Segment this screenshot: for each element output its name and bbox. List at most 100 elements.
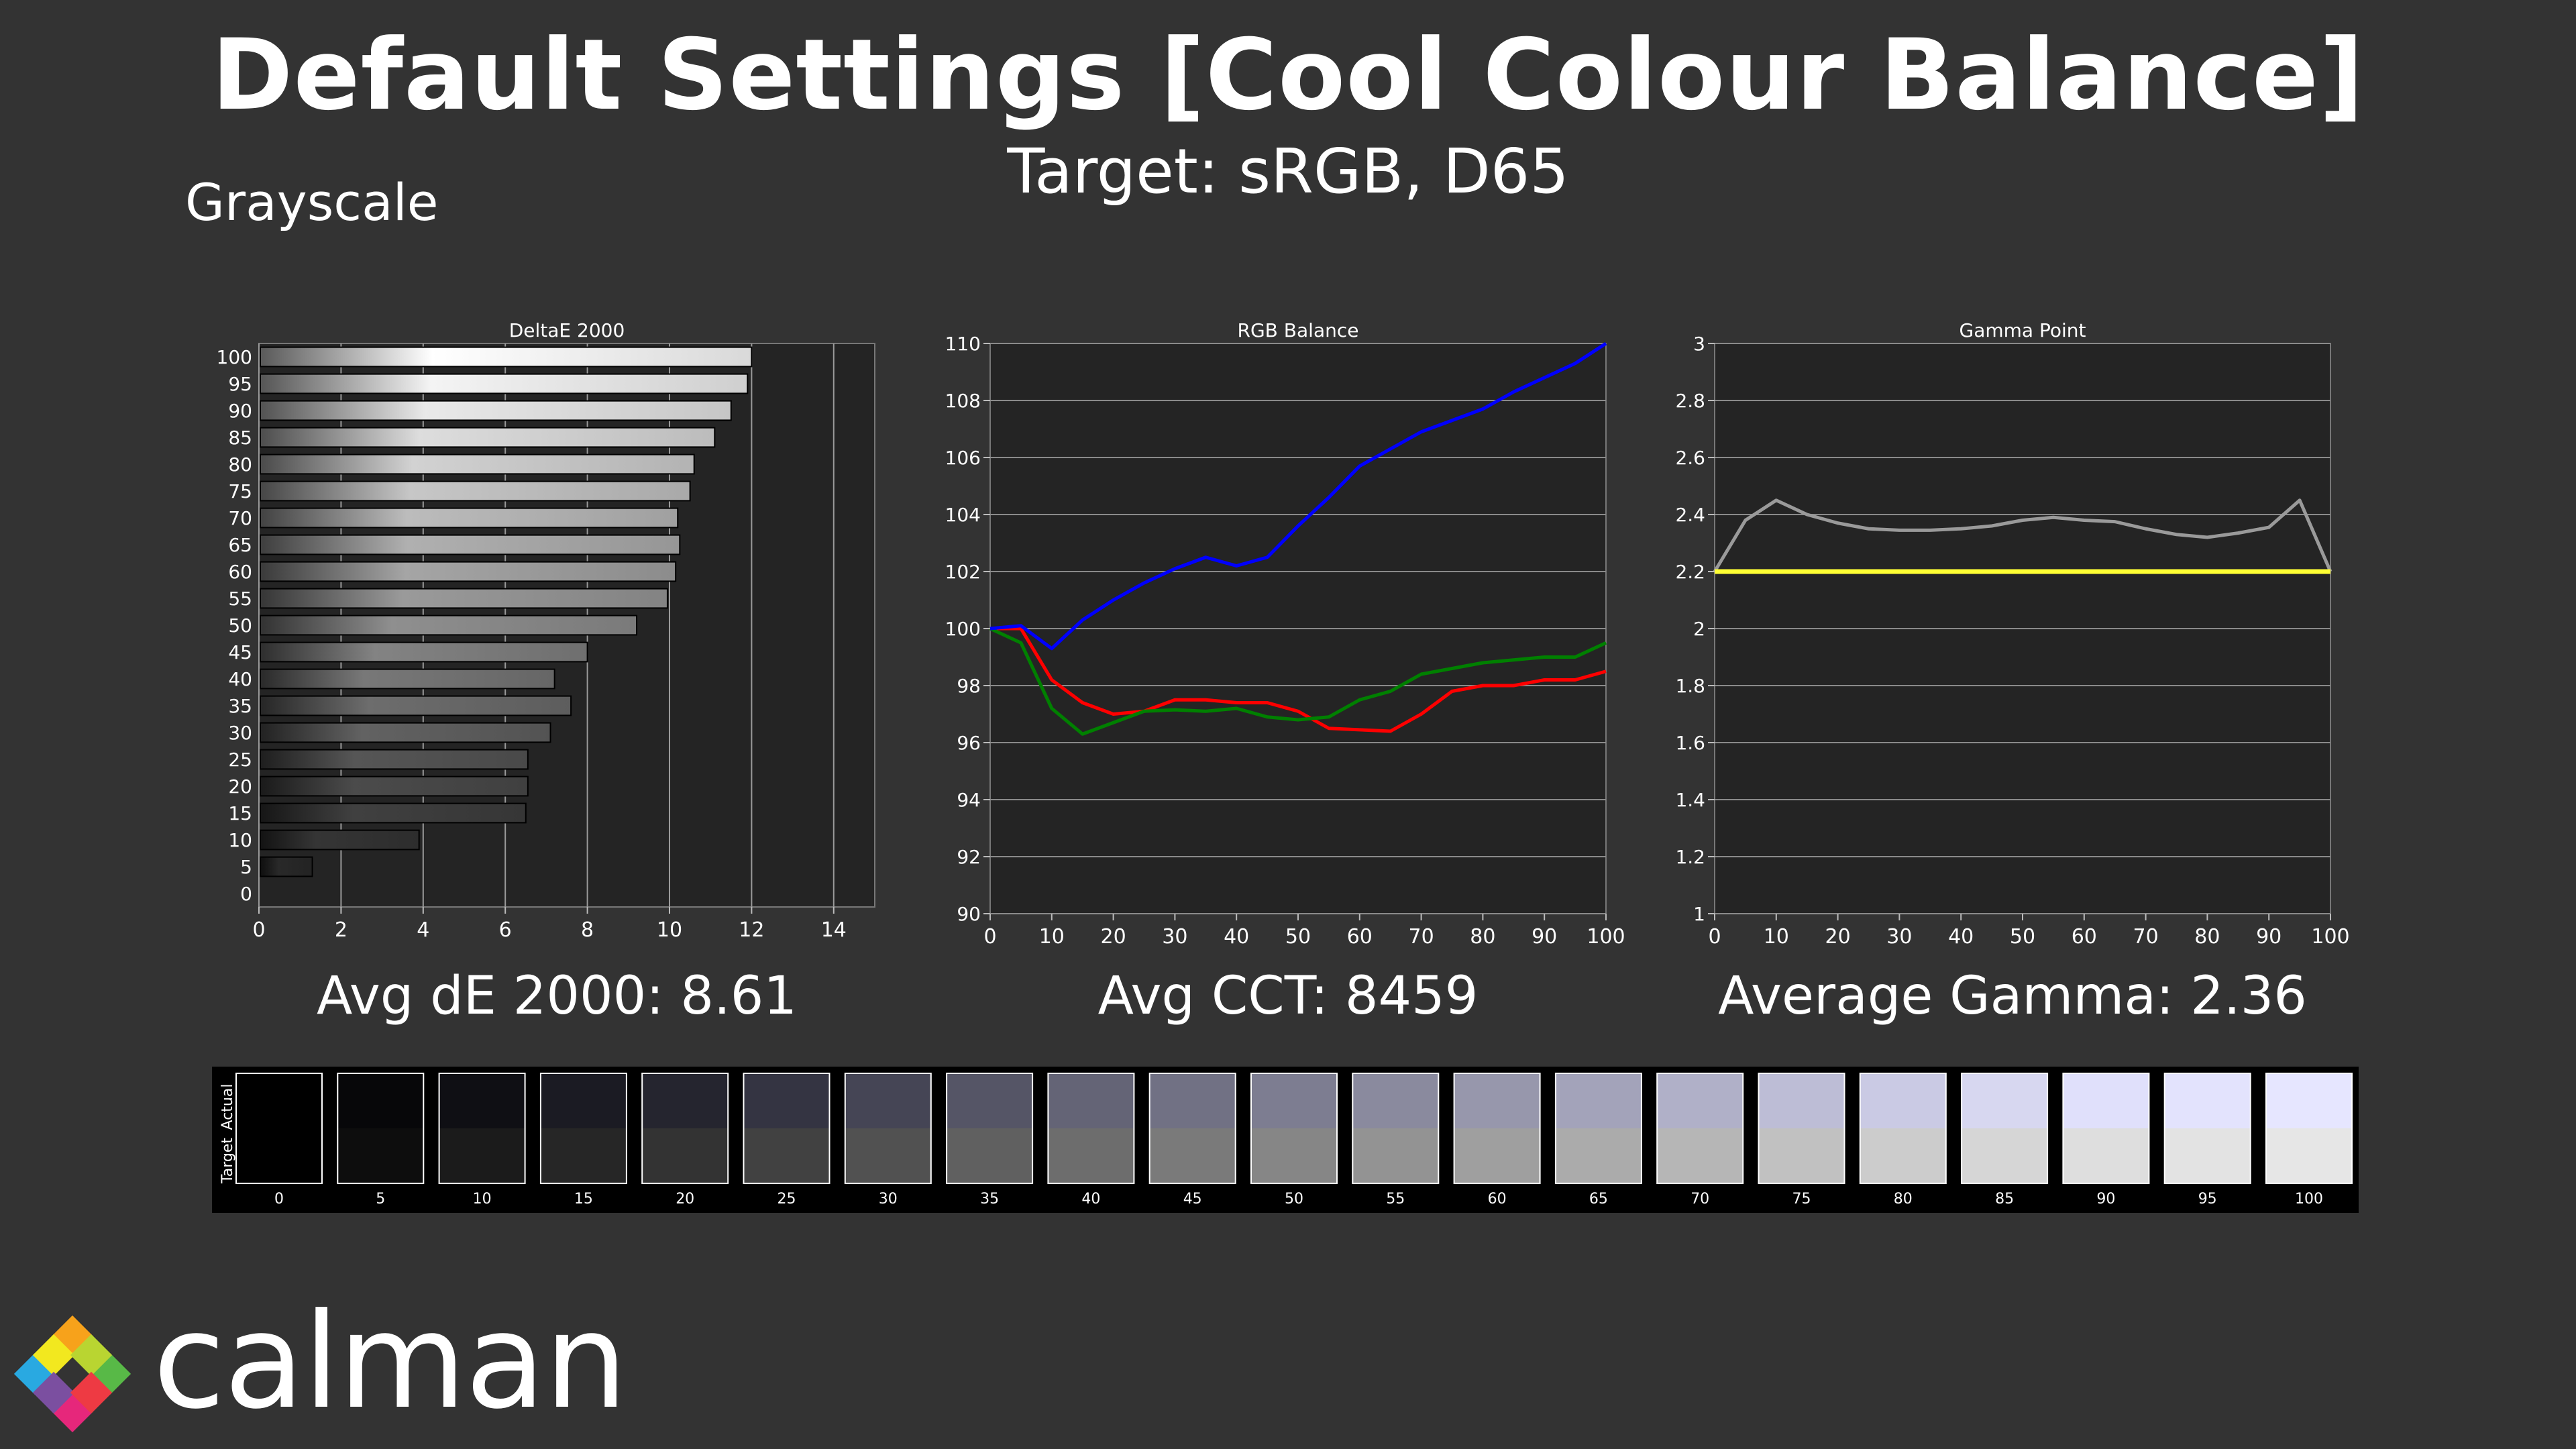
x-tick-label: 10	[1764, 925, 1789, 949]
x-tick-label: 12	[739, 918, 764, 942]
y-tick-label: 1.2	[1675, 846, 1705, 868]
swatch-target-15	[540, 1128, 627, 1183]
deltae-bar-40	[260, 668, 555, 690]
x-tick-label: 0	[1708, 925, 1721, 949]
swatch-level-label: 70	[1690, 1191, 1709, 1208]
y-tick-label: 1.6	[1675, 732, 1705, 754]
series-line-1	[989, 627, 1607, 736]
swatch-target-40	[1048, 1128, 1134, 1183]
swatch-strip: Actual Target 0 5 10 15 20 25 30 35 40 45 50 55 60 65 70…	[212, 1067, 2359, 1213]
page-subtitle: Target: sRGB, D65	[1007, 136, 1569, 207]
swatch-actual-35	[947, 1073, 1033, 1128]
swatch-level-label: 75	[1792, 1191, 1811, 1208]
y-tick-label: 100	[945, 618, 981, 640]
swatch-level-label: 40	[1081, 1191, 1100, 1208]
swatch-border	[1453, 1073, 1541, 1184]
x-tick-label: 40	[1224, 925, 1249, 949]
swatch-actual-60	[1454, 1073, 1540, 1128]
swatch-actual-40	[1048, 1073, 1134, 1128]
swatch-level-label: 100	[2295, 1191, 2323, 1208]
swatch-target-35	[947, 1128, 1033, 1183]
y-tick-label: 108	[945, 390, 981, 412]
swatch-strip-svg: Actual Target 0 5 10 15 20 25 30 35 40 45 50 55 60 65 70…	[219, 1073, 2353, 1208]
x-tick-label: 6	[499, 918, 512, 942]
rgb-balance-chart: RGB Balance 90 92 94 96 98 100 102 104 106 108 110 0…	[926, 315, 1625, 959]
swatch-actual-30	[845, 1073, 931, 1128]
x-tick-label: 0	[252, 918, 265, 942]
avg-gamma-readout: Average Gamma: 2.36	[1718, 966, 2307, 1026]
deltae-bar-15	[260, 802, 527, 824]
x-tick-label: 60	[2072, 925, 2097, 949]
deltae-bar-35	[260, 695, 572, 716]
x-tick-label: 8	[581, 918, 594, 942]
swatch-border	[1250, 1073, 1338, 1184]
deltae-bar-20	[260, 775, 529, 797]
swatch-border	[1859, 1073, 1947, 1184]
y-tick-label: 20	[228, 775, 252, 798]
swatch-actual-90	[2063, 1073, 2149, 1128]
y-tick-label: 0	[240, 883, 252, 905]
swatch-target-10	[439, 1128, 525, 1183]
gamma-chart: Gamma Point 1 1.2 1.4 1.6 1.8 2 2.2 2.4 2.6 2.8 3 0 1…	[1650, 315, 2349, 959]
swatch-actual-0	[236, 1073, 322, 1128]
y-tick-label: 2.8	[1675, 390, 1705, 412]
deltae-bar-90	[260, 400, 732, 421]
swatch-actual-25	[743, 1073, 830, 1128]
swatch-actual-65	[1555, 1073, 1642, 1128]
y-tick-label: 2.4	[1675, 504, 1705, 526]
swatch-actual-45	[1149, 1073, 1236, 1128]
y-tick-label: 55	[228, 588, 252, 610]
x-tick-label: 20	[1101, 925, 1126, 949]
x-tick-label: 80	[2194, 925, 2220, 949]
y-tick-label: 70	[228, 507, 252, 529]
avg-de-readout: Avg dE 2000: 8.61	[316, 966, 798, 1026]
deltae-bar-80	[260, 453, 695, 475]
swatch-border	[2163, 1073, 2251, 1184]
swatch-target-70	[1657, 1128, 1743, 1183]
swatch-actual-15	[540, 1073, 627, 1128]
x-tick-label: 60	[1347, 925, 1373, 949]
swatch-actual-85	[1962, 1073, 2048, 1128]
swatch-target-85	[1962, 1128, 2048, 1183]
swatch-border	[1047, 1073, 1135, 1184]
swatch-level-label: 5	[376, 1191, 385, 1208]
x-tick-label: 80	[1470, 925, 1495, 949]
swatch-actual-95	[2164, 1073, 2251, 1128]
swatch-level-label: 55	[1386, 1191, 1405, 1208]
deltae-bar-45	[260, 641, 588, 663]
y-tick-label: 92	[957, 846, 981, 868]
swatch-level-label: 30	[879, 1191, 898, 1208]
swatch-actual-50	[1251, 1073, 1337, 1128]
deltae-bar-65	[260, 534, 681, 555]
y-tick-label: 1.8	[1675, 675, 1705, 697]
y-tick-label: 2.2	[1675, 561, 1705, 583]
swatch-target-25	[743, 1128, 830, 1183]
swatch-actual-70	[1657, 1073, 1743, 1128]
swatch-actual-80	[1860, 1073, 1946, 1128]
swatch-level-label: 80	[1894, 1191, 1913, 1208]
y-tick-label: 45	[228, 641, 252, 663]
x-tick-label: 50	[1285, 925, 1311, 949]
rgb-balance-chart-svg: RGB Balance 90 92 94 96 98 100 102 104 106 108 110 0…	[945, 319, 1625, 949]
swatch-border	[438, 1073, 526, 1184]
deltae-bar-55	[260, 588, 668, 609]
swatch-target-45	[1149, 1128, 1236, 1183]
swatch-border	[337, 1073, 425, 1184]
swatch-target-55	[1352, 1128, 1439, 1183]
swatch-border	[2265, 1073, 2353, 1184]
swatch-actual-75	[1758, 1073, 1845, 1128]
deltae-bar-75	[260, 480, 691, 502]
y-tick-label: 65	[228, 534, 252, 556]
x-tick-label: 20	[1825, 925, 1851, 949]
deltae-bar-85	[260, 427, 716, 448]
y-tick-label: 75	[228, 480, 252, 502]
y-tick-label: 10	[228, 829, 252, 851]
swatch-border	[1352, 1073, 1440, 1184]
swatch-level-label: 65	[1589, 1191, 1608, 1208]
y-tick-label: 50	[228, 614, 252, 637]
deltae-bar-5	[260, 856, 313, 877]
y-tick-label: 85	[228, 427, 252, 449]
swatch-target-75	[1758, 1128, 1845, 1183]
y-tick-label: 100	[217, 346, 252, 368]
